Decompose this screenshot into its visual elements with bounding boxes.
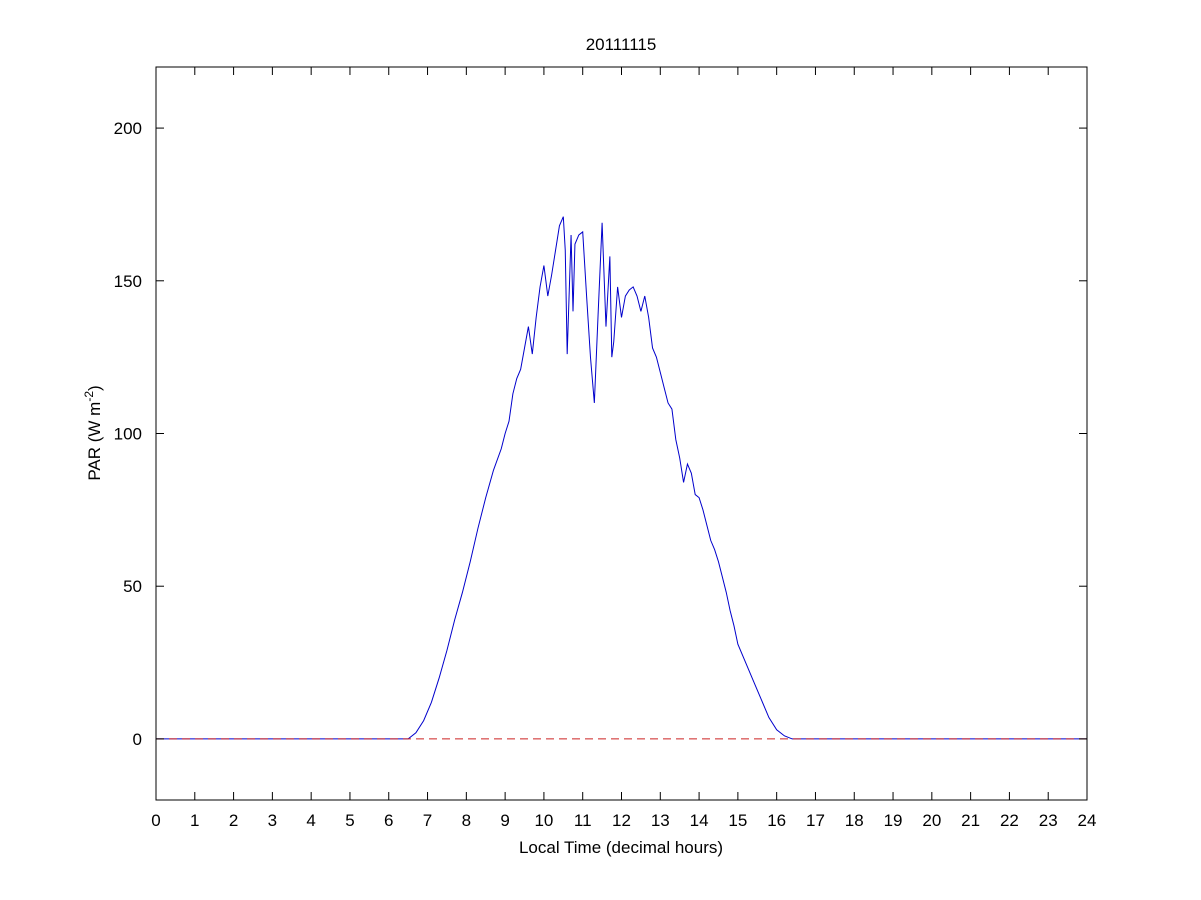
x-tick-label: 20 bbox=[922, 811, 941, 830]
y-tick-label: 150 bbox=[114, 272, 142, 291]
x-tick-label: 3 bbox=[268, 811, 277, 830]
y-axis-label-suffix: ) bbox=[85, 385, 104, 391]
x-tick-label: 1 bbox=[190, 811, 199, 830]
x-tick-label: 24 bbox=[1078, 811, 1097, 830]
y-axis-label: PAR (W m-2) bbox=[82, 385, 104, 480]
y-axis-label-prefix: PAR (W m bbox=[85, 402, 104, 481]
x-tick-label: 15 bbox=[728, 811, 747, 830]
y-tick-label: 100 bbox=[114, 425, 142, 444]
series-layer bbox=[156, 216, 1087, 740]
x-tick-label: 8 bbox=[462, 811, 471, 830]
x-tick-label: 4 bbox=[306, 811, 315, 830]
x-tick-label: 21 bbox=[961, 811, 980, 830]
x-tick-label: 22 bbox=[1000, 811, 1019, 830]
x-tick-label: 23 bbox=[1039, 811, 1058, 830]
chart-title: 20111115 bbox=[586, 35, 657, 54]
x-tick-label: 17 bbox=[806, 811, 825, 830]
x-tick-label: 18 bbox=[845, 811, 864, 830]
plot-frame bbox=[155, 66, 1088, 801]
y-tick-label: 50 bbox=[123, 577, 142, 596]
par-series-line bbox=[156, 216, 1087, 740]
x-tick-label: 10 bbox=[534, 811, 553, 830]
x-tick-label: 12 bbox=[612, 811, 631, 830]
x-tick-label: 7 bbox=[423, 811, 432, 830]
x-tick-label: 14 bbox=[690, 811, 709, 830]
x-tick-label: 0 bbox=[151, 811, 160, 830]
x-tick-label: 13 bbox=[651, 811, 670, 830]
y-tick-label: 0 bbox=[133, 730, 142, 749]
x-tick-label: 11 bbox=[574, 811, 592, 830]
x-tick-label: 19 bbox=[884, 811, 903, 830]
plot-area bbox=[156, 67, 1087, 800]
y-axis-label-exponent: -2 bbox=[82, 391, 96, 402]
x-tick-label: 16 bbox=[767, 811, 786, 830]
x-tick-label: 2 bbox=[229, 811, 238, 830]
x-axis-label: Local Time (decimal hours) bbox=[519, 838, 723, 857]
tick-layer: 0 1 2 3 4 5 6 7 8 9 10 11 12 13 14 15 16 17 18 19 20 21 22 23 24… bbox=[114, 67, 1097, 830]
x-tick-label: 9 bbox=[500, 811, 509, 830]
y-tick-label: 200 bbox=[114, 119, 142, 138]
x-tick-label: 5 bbox=[345, 811, 354, 830]
x-tick-label: 6 bbox=[384, 811, 393, 830]
